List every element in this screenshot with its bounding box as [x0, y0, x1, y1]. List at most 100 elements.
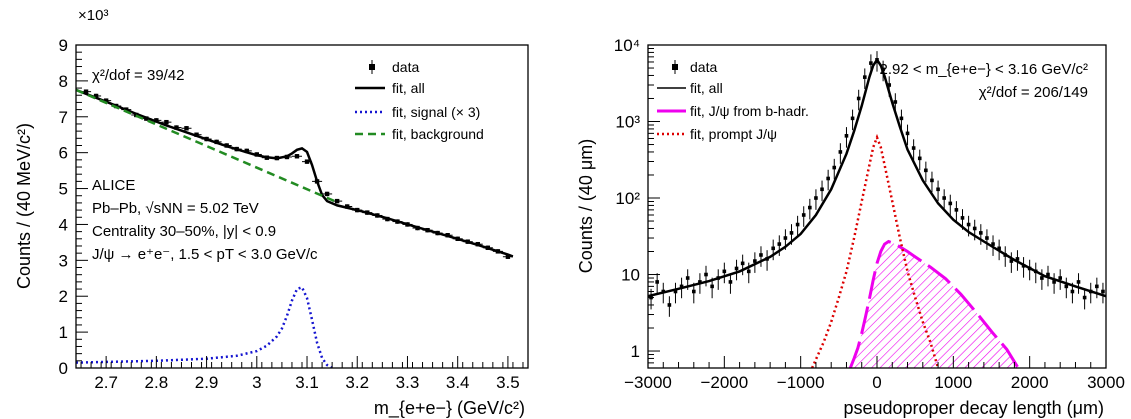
- left-x-tick-label: 2.8: [145, 373, 169, 392]
- right-x-tick-label: −1000: [777, 373, 825, 392]
- left-legend-label-signal: fit, signal (× 3): [392, 104, 480, 120]
- left-y-tick-label: 9: [59, 36, 68, 55]
- left-y-tick-label: 5: [59, 180, 68, 199]
- right-legend-item-fit-all: fit, all: [657, 80, 723, 96]
- right-y-tick-label: 10: [621, 266, 640, 285]
- left-y-tick-label: 6: [59, 144, 68, 163]
- right-data-point: [924, 161, 928, 183]
- left-legend-item-data: data: [369, 59, 419, 75]
- left-legend-label-data: data: [392, 59, 419, 75]
- right-y-tick-label: 10²: [615, 189, 640, 208]
- right-data-point: [753, 252, 757, 273]
- right-data-point: [936, 180, 940, 202]
- right-data-point: [862, 68, 867, 90]
- right-data-point: [917, 149, 922, 171]
- right-data-point: [801, 206, 806, 227]
- left-x-tick-label: 3.5: [496, 373, 520, 392]
- left-series-fit-signal: [76, 285, 333, 368]
- right-x-tick-label: −2000: [700, 373, 748, 392]
- right-data-point: [673, 282, 678, 304]
- right-y-axis-label: Counts / (40 μm): [576, 139, 596, 273]
- right-y-tick-label: 10³: [615, 113, 640, 132]
- right-data-point: [722, 262, 727, 284]
- right-legend: data fit, all fit, J/ψ from b-hadr. fit,…: [657, 59, 809, 142]
- right-data-point: [655, 273, 659, 294]
- right-series-fit-prompt: [810, 133, 940, 368]
- right-data-point: [820, 180, 824, 202]
- right-data-point: [954, 201, 959, 222]
- right-x-tick-label: 2000: [1011, 373, 1049, 392]
- right-legend-item-nonprompt: fit, J/ψ from b-hadr.: [657, 103, 809, 119]
- right-data-point: [911, 139, 916, 160]
- right-data-point: [1040, 269, 1044, 290]
- left-legend-item-signal: fit, signal (× 3): [355, 104, 480, 120]
- right-data-point: [1058, 269, 1062, 290]
- right-data-point: [667, 296, 672, 317]
- right-data-point: [832, 158, 837, 180]
- left-x-tick-label: 3.2: [345, 373, 369, 392]
- right-y-tick-label: 10⁴: [614, 36, 640, 55]
- right-data-point: [856, 89, 861, 111]
- right-data-point: [795, 215, 800, 237]
- left-legend: data fit, all fit, signal (× 3) fit, bac…: [355, 59, 484, 142]
- left-y-tick-label: 3: [59, 251, 68, 270]
- annotation-experiment: ALICE: [92, 177, 135, 194]
- left-y-ticks: 0 1 2 3 4 5 6 7 8 9: [59, 36, 88, 378]
- right-mass-window-label: 2.92 < m_{e+e−} < 3.16 GeV/c²: [880, 61, 1088, 78]
- right-data-point: [899, 109, 904, 131]
- annotation-collision: Pb–Pb, √sNN = 5.02 TeV: [92, 200, 259, 217]
- left-x-tick-label: 3: [252, 373, 261, 392]
- right-data-point: [1088, 282, 1093, 304]
- annotation-centrality: Centrality 30–50%, |y| < 0.9: [92, 223, 276, 240]
- right-data-point: [1009, 252, 1014, 273]
- left-data-point: [291, 154, 302, 159]
- left-data-point: [322, 191, 333, 197]
- left-x-tick-label: 3.1: [295, 373, 319, 392]
- right-data-point: [808, 198, 812, 220]
- left-chi2-label: χ²/dof = 39/42: [92, 67, 185, 84]
- right-data-point: [838, 143, 843, 164]
- left-y-axis-label: Counts / (40 MeV/c²): [14, 123, 34, 289]
- left-legend-label-background: fit, background: [392, 126, 484, 142]
- right-data-point: [765, 250, 769, 271]
- right-data-point: [728, 273, 733, 294]
- left-series-fit-all: [76, 88, 514, 258]
- right-data-point: [771, 239, 775, 261]
- left-plot-layer: [76, 88, 514, 368]
- right-legend-label-prompt: fit, prompt J/ψ: [690, 126, 777, 142]
- left-y-tick-label: 7: [59, 108, 68, 127]
- left-x-axis-label: m_{e+e−} (GeV/c²): [374, 398, 525, 419]
- right-data-point: [905, 124, 910, 146]
- right-data-point: [844, 127, 849, 148]
- right-data-point: [1021, 257, 1026, 278]
- right-legend-label-fit-all: fit, all: [690, 80, 723, 96]
- left-x-tick-label: 2.7: [94, 373, 118, 392]
- right-plot-layer: [648, 51, 1106, 368]
- right-data-point: [777, 235, 782, 256]
- right-data-point: [1076, 273, 1081, 294]
- right-data-point: [740, 254, 745, 276]
- right-data-point: [850, 109, 855, 131]
- right-data-point: [979, 224, 983, 245]
- right-legend-item-data: data: [672, 59, 717, 75]
- right-chi2-label: χ²/dof = 206/149: [979, 84, 1088, 101]
- right-data-point: [759, 246, 763, 267]
- right-x-tick-label: 3000: [1087, 373, 1125, 392]
- right-data-point: [814, 189, 818, 210]
- right-data-point: [826, 169, 830, 191]
- left-x-tick-label: 3.4: [446, 373, 470, 392]
- right-series-fit-nonprompt: [848, 239, 1020, 368]
- left-y-tick-label: 4: [59, 215, 68, 234]
- right-legend-label-nonprompt: fit, J/ψ from b-hadr.: [690, 103, 809, 119]
- left-legend-item-fit-all: fit, all: [355, 80, 425, 96]
- left-y-tick-label: 1: [59, 323, 68, 342]
- right-data-point: [942, 189, 946, 210]
- right-data-point: [985, 229, 989, 250]
- right-legend-item-prompt: fit, prompt J/ψ: [657, 126, 777, 142]
- right-x-tick-label: 1000: [934, 373, 972, 392]
- left-x-tick-label: 2.9: [195, 373, 219, 392]
- right-legend-label-data: data: [690, 59, 717, 75]
- annotation-decay: J/ψ → e⁺e⁻, 1.5 < pT < 3.0 GeV/c: [92, 246, 318, 263]
